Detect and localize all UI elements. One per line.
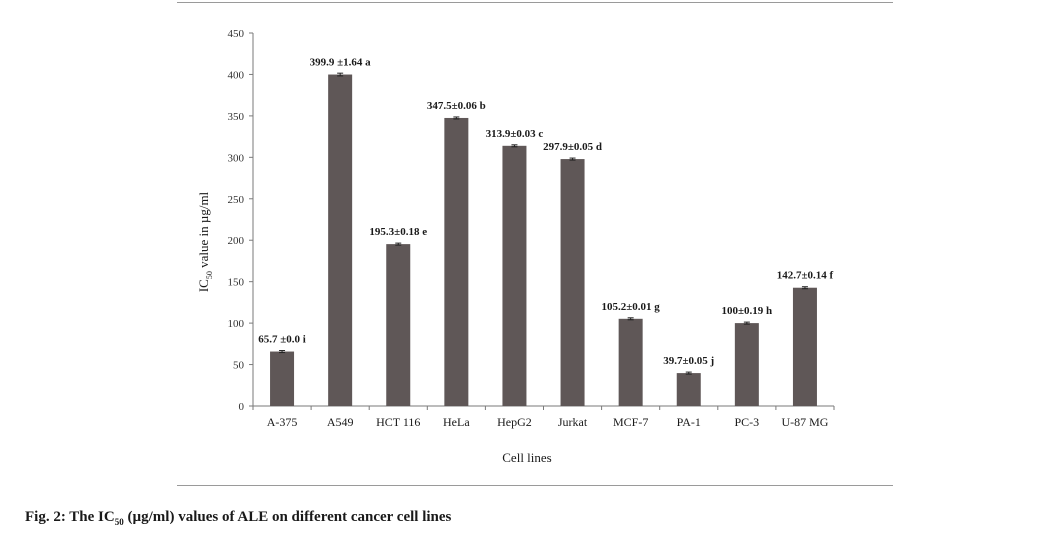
x-tick-label: HeLa bbox=[443, 415, 470, 429]
x-tick-label: PC-3 bbox=[735, 415, 760, 429]
bar bbox=[560, 159, 585, 406]
x-tick-label: Jurkat bbox=[558, 415, 588, 429]
data-label: 195.3±0.18 e bbox=[369, 226, 427, 238]
figure-caption: Fig. 2: The IC50 (µg/ml) values of ALE o… bbox=[25, 509, 451, 527]
bar bbox=[386, 244, 411, 406]
caption-subscript: 50 bbox=[114, 517, 124, 527]
x-tick-label: HepG2 bbox=[497, 415, 532, 429]
data-label: 399.9 ±1.64 a bbox=[310, 57, 372, 69]
bar bbox=[444, 117, 469, 406]
data-label: 105.2±0.01 g bbox=[602, 301, 661, 313]
y-tick-label: 50 bbox=[233, 360, 245, 372]
data-label: 65.7 ±0.0 i bbox=[258, 334, 306, 346]
y-tick-label: 0 bbox=[239, 401, 245, 413]
y-tick-label: 150 bbox=[228, 277, 245, 289]
bottom-rule bbox=[177, 485, 893, 486]
y-tick-label: 350 bbox=[228, 111, 245, 123]
data-label: 347.5±0.06 b bbox=[427, 100, 486, 112]
x-tick-label: PA-1 bbox=[677, 415, 701, 429]
x-tick-label: A-375 bbox=[267, 415, 298, 429]
bar bbox=[734, 323, 759, 406]
x-tick-label: A549 bbox=[327, 415, 354, 429]
caption-suffix: (µg/ml) values of ALE on different cance… bbox=[123, 509, 452, 525]
data-label: 313.9±0.03 c bbox=[486, 128, 544, 140]
bar bbox=[502, 145, 527, 407]
x-tick-label: U-87 MG bbox=[781, 415, 828, 429]
y-tick-label: 400 bbox=[228, 69, 245, 81]
y-axis-title-subscript: 50 bbox=[205, 271, 214, 279]
caption-prefix: Fig. 2: The IC bbox=[25, 509, 115, 525]
bar bbox=[618, 318, 643, 406]
bar bbox=[792, 287, 817, 406]
bar bbox=[328, 74, 353, 406]
y-tick-label: 250 bbox=[228, 194, 245, 206]
data-label: 100±0.19 h bbox=[722, 305, 773, 317]
x-tick-label: MCF-7 bbox=[613, 415, 648, 429]
data-label: 297.9±0.05 d bbox=[543, 141, 602, 153]
y-tick-label: 100 bbox=[228, 318, 245, 330]
x-axis-title: Cell lines bbox=[502, 450, 551, 465]
y-tick-label: 450 bbox=[228, 28, 245, 40]
bar bbox=[270, 351, 295, 406]
bar bbox=[676, 373, 701, 406]
y-axis-title-suffix: value in µg/ml bbox=[196, 191, 211, 271]
y-axis-title-prefix: IC bbox=[196, 279, 211, 292]
y-tick-label: 300 bbox=[228, 152, 245, 164]
x-tick-label: HCT 116 bbox=[376, 415, 420, 429]
y-axis-title: IC50 value in µg/ml bbox=[196, 191, 214, 292]
data-label: 39.7±0.05 j bbox=[663, 355, 714, 367]
top-rule bbox=[177, 2, 893, 3]
data-label: 142.7±0.14 f bbox=[777, 270, 834, 282]
y-tick-label: 200 bbox=[228, 235, 245, 247]
